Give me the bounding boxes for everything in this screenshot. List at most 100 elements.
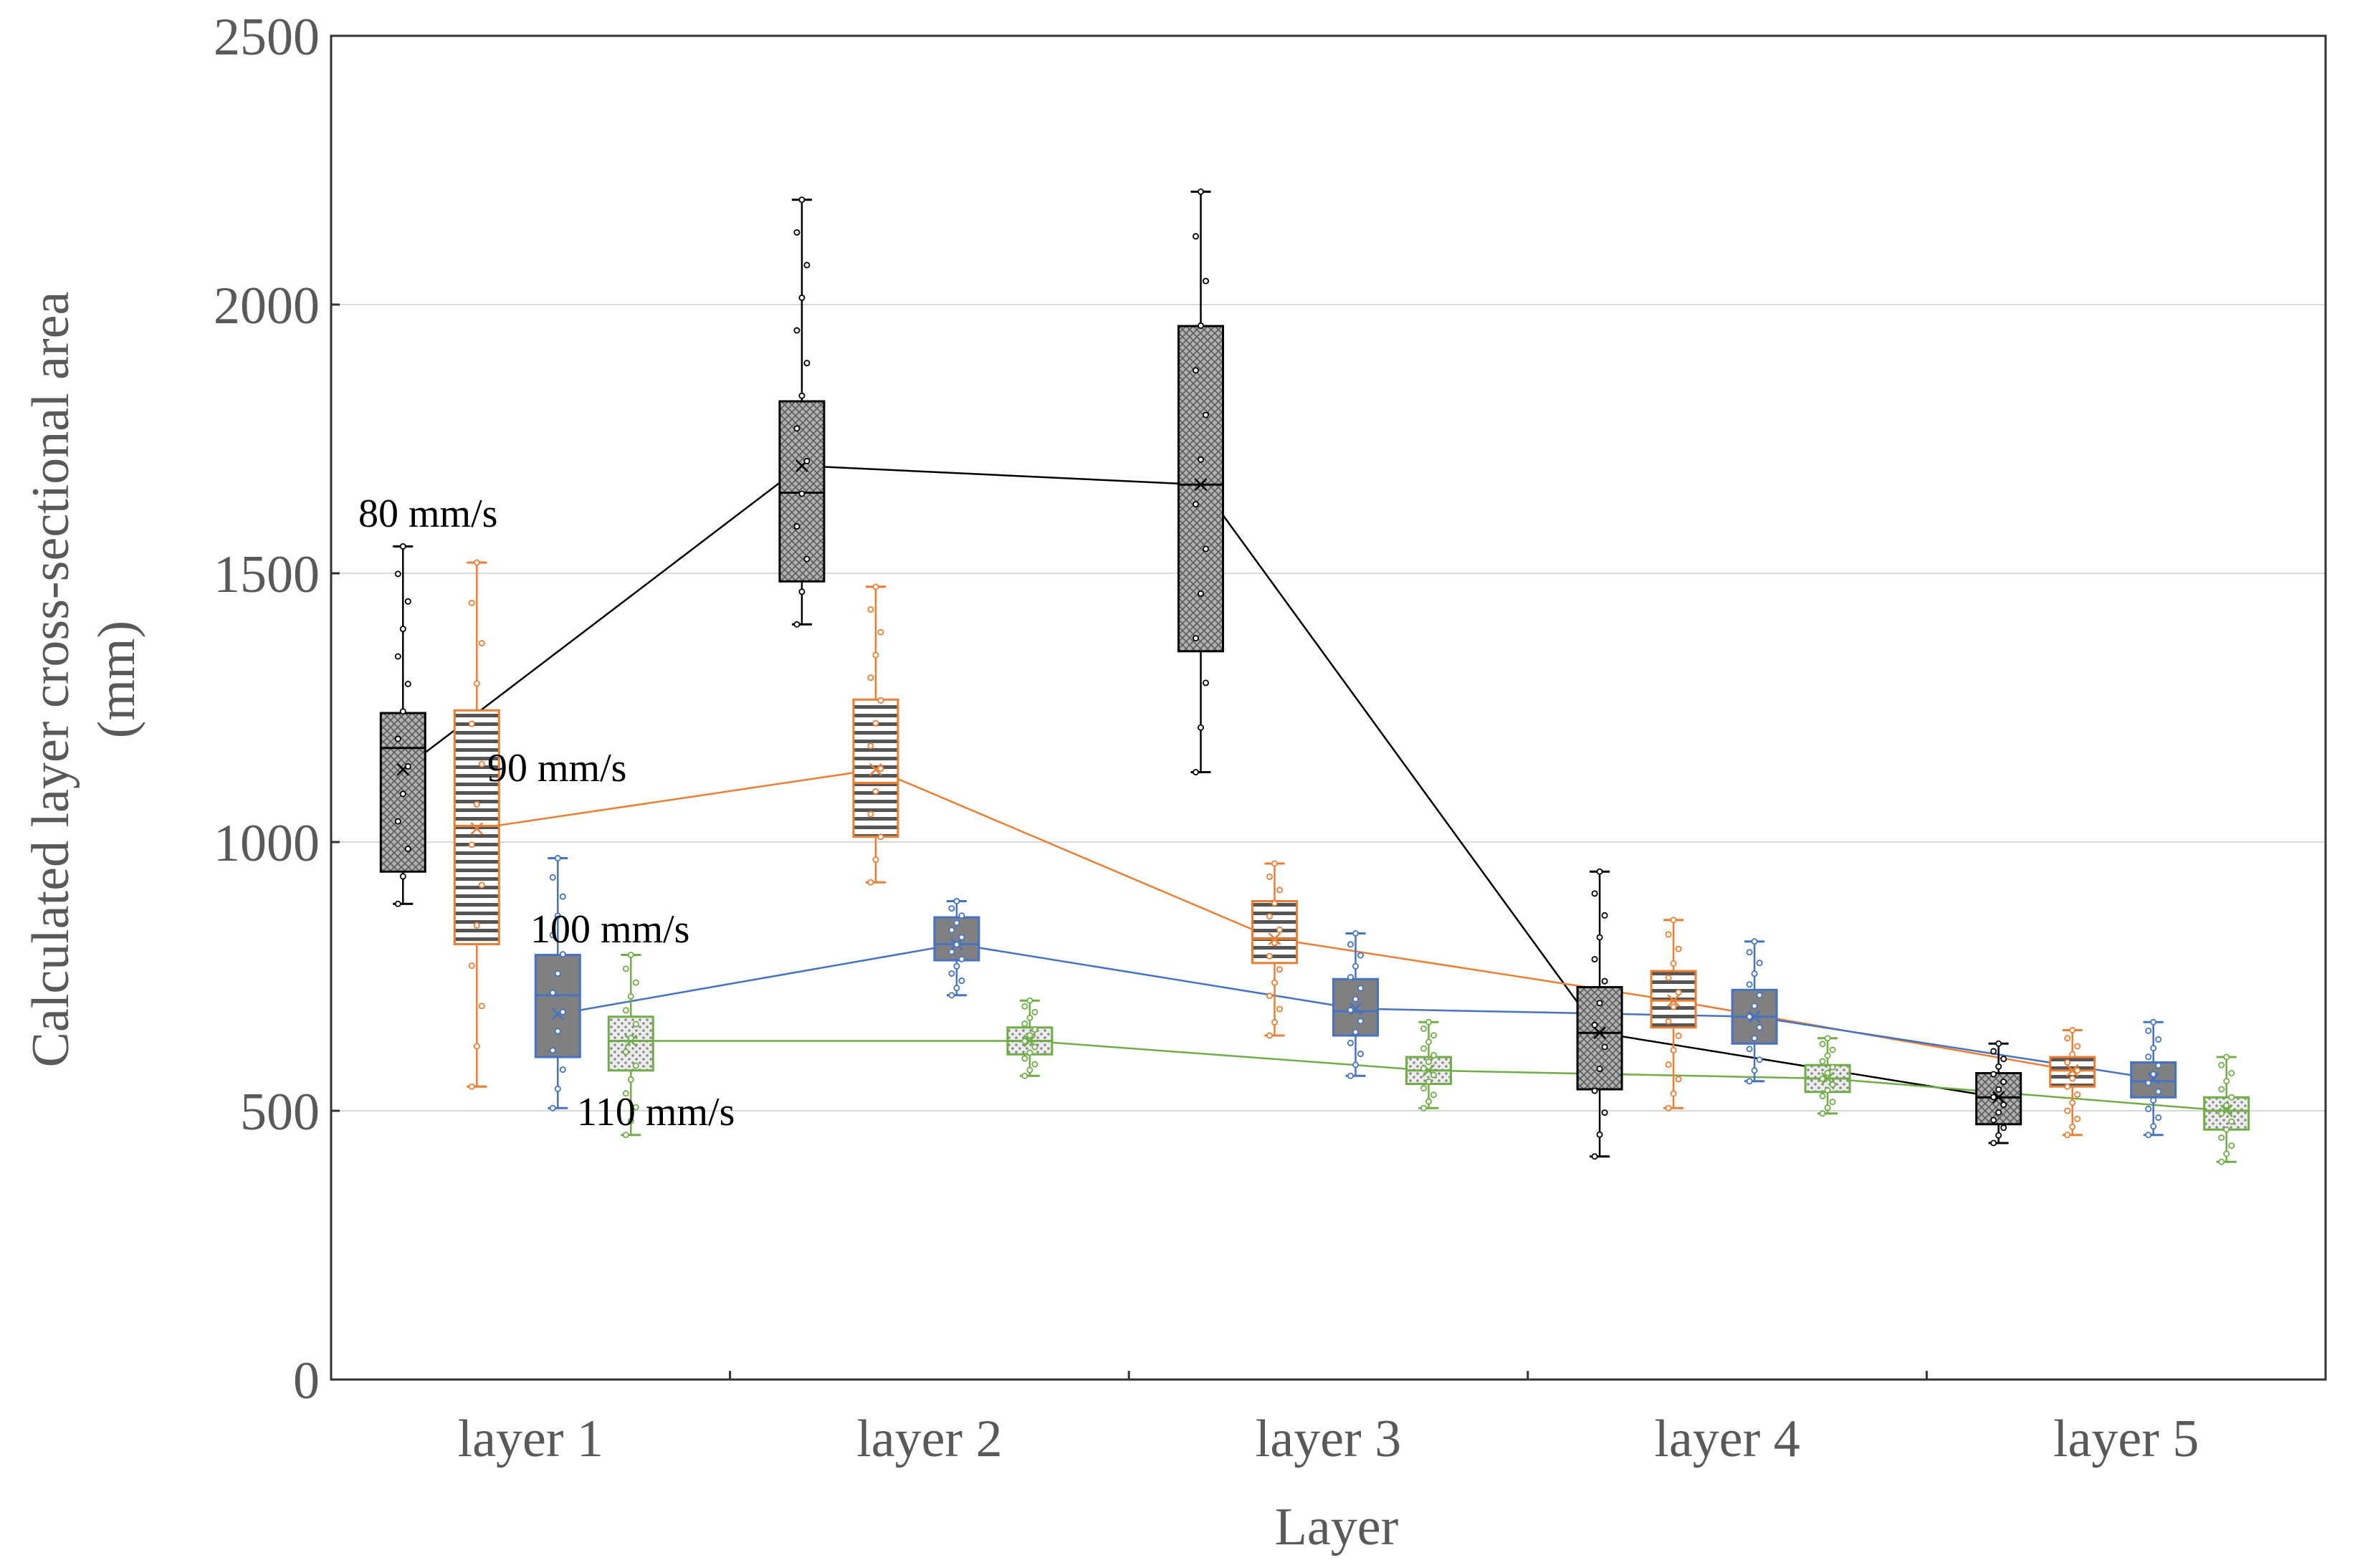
data-point	[1819, 1058, 1826, 1065]
data-point	[1665, 975, 1672, 982]
data-point	[549, 989, 556, 996]
data-point	[394, 653, 401, 660]
box-4-4	[1804, 1035, 1851, 1117]
data-point	[1601, 1109, 1608, 1117]
data-point	[1420, 1104, 1428, 1112]
mean-marker	[2065, 1063, 2079, 1077]
data-point	[399, 626, 406, 633]
data-point	[1829, 1046, 1836, 1053]
box-1-2	[778, 196, 826, 628]
data-point	[958, 977, 965, 985]
data-point	[468, 720, 475, 727]
mean-marker	[1667, 994, 1680, 1008]
labels: 80 mm/s 90 mm/s 100 mm/s 110 mm/s	[358, 492, 735, 1134]
data-point	[1596, 1000, 1603, 1007]
data-point	[1746, 1013, 1753, 1020]
data-point	[1756, 992, 1763, 999]
data-point	[632, 979, 639, 986]
data-point	[1591, 956, 1598, 963]
data-point	[478, 1003, 485, 1010]
data-point	[1665, 1018, 1672, 1025]
plot-frame	[330, 34, 2327, 1381]
data-point	[1203, 277, 1210, 285]
data-point	[2218, 1086, 2225, 1093]
data-point	[1198, 456, 1205, 463]
data-point	[2218, 1061, 2225, 1069]
data-point	[877, 697, 884, 704]
data-point	[1430, 1091, 1438, 1099]
axes: 0 500 1000 1500 2000 2500 layer 1 layer 2 layer …	[214, 8, 2327, 1468]
box-4-5	[2203, 1053, 2250, 1165]
data-point	[877, 628, 884, 636]
data-point	[1420, 1065, 1428, 1072]
data-point	[1347, 941, 1354, 948]
data-point	[2069, 1099, 2076, 1106]
data-point	[867, 811, 874, 818]
data-point	[1995, 1063, 2002, 1070]
box-2-2	[852, 583, 899, 886]
data-point	[1026, 1014, 1033, 1021]
data-point	[1347, 1072, 1354, 1079]
data-point	[1425, 1018, 1433, 1026]
data-point	[2150, 1096, 2157, 1104]
data-point	[554, 855, 561, 862]
data-point	[399, 543, 406, 550]
data-point	[1271, 940, 1279, 947]
box-iqr	[2203, 1096, 2250, 1131]
data-point	[1352, 962, 1360, 970]
y-tick-label: 500	[240, 1083, 320, 1142]
data-point	[798, 490, 806, 497]
y-tick-label: 2500	[214, 8, 320, 67]
data-point	[2150, 1018, 2157, 1026]
box-iqr	[607, 1015, 654, 1072]
data-point	[468, 962, 475, 970]
data-point	[1266, 873, 1274, 880]
data-point	[803, 262, 811, 269]
data-point	[2150, 1123, 2157, 1130]
data-point	[473, 680, 480, 687]
data-point	[1670, 1090, 1677, 1097]
data-point	[1670, 960, 1677, 967]
data-point	[1596, 934, 1603, 941]
data-point	[404, 763, 411, 770]
box-4-3	[1405, 1018, 1452, 1112]
data-point	[1347, 1039, 1354, 1046]
data-point	[1990, 1139, 1997, 1147]
data-point	[1026, 1049, 1033, 1056]
data-point	[877, 833, 884, 841]
data-point	[953, 919, 960, 927]
data-point	[1670, 1046, 1677, 1053]
data-point	[2145, 1027, 2152, 1034]
data-point	[1425, 1078, 1433, 1085]
data-point	[478, 640, 485, 647]
mean-marker	[1268, 932, 1281, 945]
data-point	[1824, 1035, 1831, 1042]
mean-marker	[1992, 1091, 2005, 1104]
data-point	[2218, 1158, 2225, 1165]
data-point	[1824, 1104, 1831, 1112]
data-point	[1995, 1132, 2002, 1139]
data-point	[1357, 1018, 1365, 1025]
data-point	[1990, 1071, 1997, 1078]
data-point	[2223, 1078, 2230, 1085]
data-point	[1591, 890, 1598, 897]
data-point	[473, 922, 480, 929]
data-point	[1271, 1019, 1279, 1026]
data-point	[1756, 1024, 1763, 1031]
data-point	[1995, 1040, 2002, 1047]
data-point	[2000, 1124, 2007, 1132]
data-point	[1995, 1109, 2002, 1116]
data-point	[2000, 1079, 2007, 1086]
series-label-1: 80 mm/s	[358, 492, 497, 536]
data-point	[1591, 1087, 1598, 1094]
data-point	[1591, 1153, 1598, 1160]
data-point	[1031, 1043, 1038, 1051]
data-point	[798, 294, 806, 301]
data-point	[478, 881, 485, 889]
data-point	[627, 952, 634, 959]
data-point	[1990, 1117, 1997, 1124]
data-point	[473, 559, 480, 566]
data-point	[404, 598, 411, 605]
data-point	[549, 1104, 556, 1112]
